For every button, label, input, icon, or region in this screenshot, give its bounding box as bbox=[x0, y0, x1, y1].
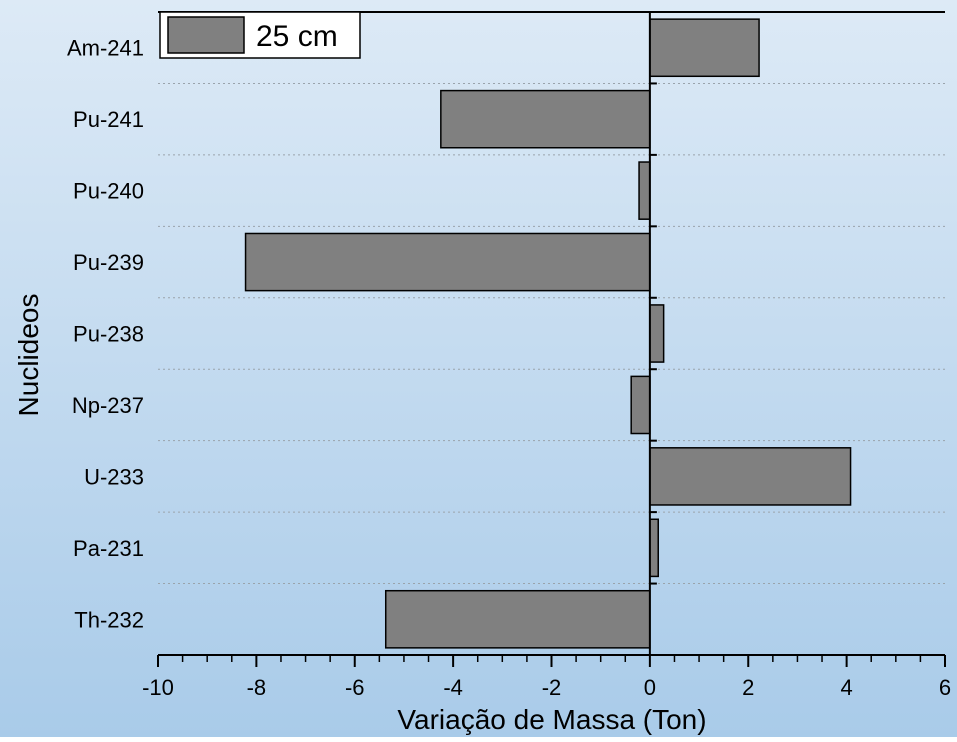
y-tick-label: Pu-238 bbox=[73, 322, 144, 347]
bar bbox=[630, 375, 651, 435]
bar bbox=[638, 161, 651, 220]
bars bbox=[244, 18, 852, 649]
y-tick-label: Th-232 bbox=[74, 607, 144, 632]
legend: 25 cm bbox=[159, 11, 361, 59]
bar bbox=[649, 18, 760, 78]
y-tick-label: Pu-241 bbox=[73, 107, 144, 132]
x-axis-title: Variação de Massa (Ton) bbox=[397, 704, 706, 735]
legend-swatch bbox=[167, 16, 245, 54]
bar bbox=[649, 304, 665, 363]
y-tick-labels: Am-241 Pu-241 Pu-240 Pu-239 Pu-238 Np-237 U-23… bbox=[67, 36, 144, 633]
y-tick-label: Am-241 bbox=[67, 36, 144, 61]
x-tick-label: -6 bbox=[345, 675, 365, 700]
grid-lines bbox=[158, 82, 945, 585]
x-tick-label: -10 bbox=[142, 675, 174, 700]
x-tick-label: -8 bbox=[247, 675, 267, 700]
y-tick-label: Pu-239 bbox=[73, 250, 144, 275]
bar bbox=[649, 447, 852, 506]
y-tick-label: Pu-240 bbox=[73, 179, 144, 204]
y-tick-label: Pa-231 bbox=[73, 536, 144, 561]
x-tick-label: -2 bbox=[542, 675, 562, 700]
x-tick-label: 0 bbox=[644, 675, 656, 700]
bar bbox=[244, 232, 651, 292]
x-tick-labels: -10 -8 -6 -4 -2 0 2 4 6 bbox=[142, 675, 951, 700]
bar bbox=[440, 89, 651, 149]
y-axis-title: Nuclideos bbox=[13, 294, 44, 417]
x-tick-label: -4 bbox=[443, 675, 463, 700]
x-tick-label: 6 bbox=[939, 675, 951, 700]
y-tick-label: U-233 bbox=[84, 464, 144, 489]
bar bbox=[384, 589, 651, 649]
y-tick-label: Np-237 bbox=[72, 393, 144, 418]
x-tick-label: 2 bbox=[742, 675, 754, 700]
legend-label: 25 cm bbox=[256, 20, 338, 53]
x-tick-label: 4 bbox=[841, 675, 853, 700]
bar bbox=[649, 518, 659, 578]
